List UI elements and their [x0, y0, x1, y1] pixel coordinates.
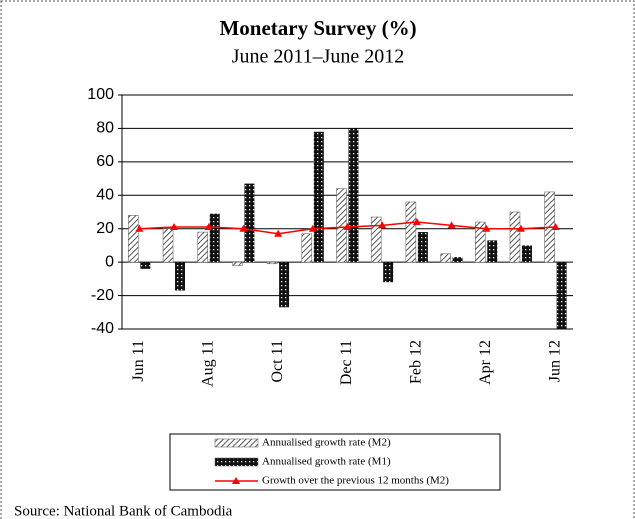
y-tick-label: -40 — [91, 320, 114, 337]
y-tick-label: 40 — [96, 187, 114, 204]
x-tick-label: Dec 11 — [338, 340, 355, 385]
chart-title: Monetary Survey (%) — [219, 16, 416, 40]
bar — [509, 211, 521, 263]
bar — [556, 262, 567, 329]
bar — [487, 240, 498, 263]
line-marker — [412, 218, 421, 226]
legend-label: Growth over the previous 12 months (M2) — [262, 475, 449, 487]
y-tick-label: 100 — [87, 86, 114, 103]
bar — [440, 253, 451, 263]
bar — [301, 233, 313, 263]
line-marker — [274, 229, 283, 237]
bar — [209, 213, 220, 263]
bar — [452, 257, 463, 263]
line-marker — [170, 223, 179, 231]
line-marker — [308, 224, 317, 232]
legend-swatch — [232, 477, 240, 484]
line-marker — [482, 224, 491, 232]
bar — [405, 201, 417, 263]
bar — [521, 245, 532, 263]
legend-swatch — [214, 438, 259, 448]
bar — [475, 221, 486, 263]
line-marker — [551, 223, 560, 231]
x-tick-label: Apr 12 — [477, 340, 494, 385]
bar — [232, 261, 243, 266]
bar — [383, 262, 394, 283]
bar — [279, 262, 290, 308]
y-tick-label: 60 — [96, 153, 114, 170]
bar — [417, 232, 428, 263]
line-marker — [135, 224, 144, 232]
x-tick-label: Jun 12 — [546, 340, 563, 382]
chart-subtitle: June 2011–June 2012 — [232, 46, 405, 68]
line-marker — [447, 221, 456, 229]
y-tick-label: 20 — [96, 220, 114, 237]
line-marker — [516, 224, 525, 232]
bar — [175, 262, 186, 291]
bar — [197, 231, 208, 263]
x-tick-label: Aug 11 — [199, 340, 216, 387]
bar — [313, 131, 324, 263]
legend-swatch — [214, 457, 259, 467]
y-tick-label: 0 — [105, 253, 114, 270]
bar — [336, 188, 347, 263]
bar — [140, 262, 151, 269]
line-marker — [204, 223, 213, 231]
x-tick-label: Jun 11 — [130, 340, 147, 382]
legend-label: Annualised growth rate (M1) — [262, 456, 391, 468]
bar — [370, 216, 382, 263]
line-marker — [343, 223, 352, 231]
y-tick-label: -20 — [91, 287, 114, 304]
bar — [128, 215, 139, 263]
bar — [348, 128, 359, 263]
bar — [266, 261, 278, 265]
source: Source: National Bank of Cambodia — [14, 503, 233, 519]
x-tick-label: Oct 11 — [269, 340, 286, 383]
line-marker — [239, 224, 248, 232]
line-marker — [378, 221, 387, 229]
legend-label: Annualised growth rate (M2) — [262, 437, 391, 449]
y-tick-label: 80 — [96, 120, 114, 137]
bar — [162, 228, 174, 263]
bar — [244, 183, 255, 263]
x-tick-label: Feb 12 — [408, 340, 425, 384]
